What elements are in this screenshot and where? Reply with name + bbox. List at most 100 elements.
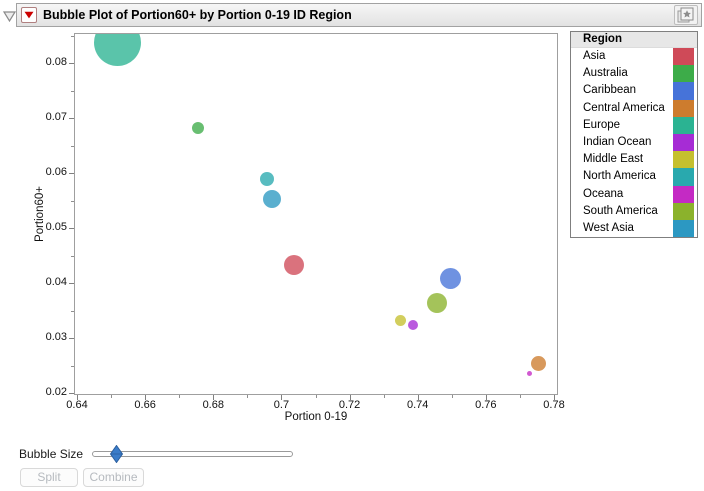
bubble-indian-ocean[interactable]: [408, 320, 419, 331]
x-axis-tick: [417, 395, 419, 400]
legend-item-australia[interactable]: Australia: [571, 65, 697, 83]
legend-item-europe[interactable]: Europe: [571, 116, 697, 134]
y-axis-tick: [69, 393, 74, 394]
x-axis-tick: [485, 395, 487, 400]
combine-button[interactable]: Combine: [83, 468, 144, 487]
legend-color-swatch: [673, 48, 694, 66]
y-axis-minor-tick: [71, 200, 74, 202]
x-axis-tick: [213, 395, 215, 400]
bubble-size-slider-track[interactable]: [92, 451, 293, 457]
layered-window-star-button[interactable]: [674, 5, 698, 25]
x-axis-minor-tick: [383, 395, 385, 398]
y-axis-tick: [69, 118, 74, 119]
legend-item-middle-east[interactable]: Middle East: [571, 151, 697, 169]
x-axis-minor-tick: [315, 395, 317, 398]
y-axis-tick-label: 0.05: [45, 221, 67, 233]
x-axis-minor-tick: [519, 395, 521, 398]
x-axis-minor-tick: [451, 395, 453, 398]
x-axis-tick-label: 0.7: [273, 399, 290, 411]
y-axis-tick-label: 0.08: [45, 56, 67, 68]
y-axis-tick-label: 0.04: [45, 276, 67, 288]
y-axis-tick: [69, 283, 74, 284]
x-axis-minor-tick: [179, 395, 181, 398]
y-axis-tick: [69, 63, 74, 64]
legend-color-swatch: [673, 202, 694, 220]
x-axis-tick-label: 0.72: [338, 399, 361, 411]
x-axis-tick: [554, 395, 555, 400]
plot-area: 0.64 0.66 0.68 0.7 0.72 0.74 0.76 0.78 0.02 0.03 0…: [46, 33, 565, 411]
y-axis-tick: [69, 338, 74, 339]
x-axis-tick-label: 0.76: [475, 399, 497, 411]
bubble-oceana[interactable]: [526, 370, 532, 376]
legend-item-central-america[interactable]: Central America: [571, 99, 697, 117]
x-axis-tick-label: 0.68: [202, 399, 224, 411]
legend: Region Asia Australia Caribbean Central Ame…: [570, 31, 698, 239]
legend-color-swatch: [673, 185, 694, 203]
y-axis-minor-tick: [71, 145, 74, 147]
legend-item-south-america[interactable]: South America: [571, 202, 697, 220]
bubble-asia[interactable]: [284, 255, 305, 276]
x-axis-tick: [145, 395, 147, 400]
y-axis-minor-tick: [71, 310, 74, 312]
y-axis-minor-tick: [71, 255, 74, 257]
legend-color-swatch: [673, 168, 694, 186]
disclosure-triangle-icon[interactable]: [2, 9, 17, 23]
y-axis-tick: [69, 228, 74, 229]
bubble-australia[interactable]: [191, 121, 204, 134]
legend-item-indian-ocean[interactable]: Indian Ocean: [571, 133, 697, 152]
y-axis-minor-tick: [71, 90, 74, 92]
y-axis-tick-label: 0.03: [45, 331, 67, 343]
bubble-europe[interactable]: [94, 34, 142, 67]
x-axis-minor-tick: [111, 395, 113, 398]
legend-item-label: Central America: [583, 101, 665, 114]
legend-header: Region: [571, 32, 697, 48]
legend-item-west-asia[interactable]: West Asia: [571, 219, 697, 238]
bubble-caribbean[interactable]: [440, 268, 462, 290]
legend-item-label: Caribbean: [583, 84, 637, 97]
y-axis-tick-label: 0.06: [45, 166, 67, 178]
legend-item-caribbean[interactable]: Caribbean: [571, 82, 697, 100]
report-title-bar: Bubble Plot of Portion60+ by Portion 0-1…: [16, 3, 702, 27]
split-button[interactable]: Split: [20, 468, 78, 487]
y-axis-title: Portion60+: [34, 186, 46, 242]
red-triangle-menu-button[interactable]: [21, 7, 37, 23]
x-axis-title: Portion 0-19: [284, 411, 348, 423]
x-axis-tick: [77, 395, 78, 400]
bubble-central-america[interactable]: [530, 355, 546, 371]
x-axis-tick-label: 0.78: [543, 399, 565, 411]
x-axis-tick: [349, 395, 351, 400]
y-axis-tick-label: 0.07: [45, 111, 67, 123]
legend-color-swatch: [673, 99, 694, 117]
bubble-middle-east[interactable]: [395, 315, 407, 327]
legend-color-swatch: [673, 219, 694, 238]
x-axis-minor-tick: [247, 395, 249, 398]
legend-item-label: Oceana: [583, 187, 624, 200]
y-axis-tick: [69, 173, 74, 174]
bubble-size-slider-thumb[interactable]: [109, 444, 124, 464]
legend-color-swatch: [673, 151, 694, 169]
legend-item-label: Indian Ocean: [583, 135, 652, 148]
x-axis-tick-label: 0.74: [406, 399, 429, 411]
legend-color-swatch: [673, 65, 694, 83]
legend-item-asia[interactable]: Asia: [571, 48, 697, 66]
bubble-north-america[interactable]: [260, 171, 275, 186]
y-axis-tick-label: 0.02: [45, 386, 67, 398]
legend-item-label: North America: [583, 170, 656, 183]
legend-item-label: West Asia: [583, 221, 634, 234]
legend-item-label: Europe: [583, 118, 621, 131]
bubble-west-asia[interactable]: [262, 190, 281, 209]
layered-window-star-icon: [677, 7, 694, 23]
x-axis-tick-label: 0.66: [134, 399, 156, 411]
legend-item-north-america[interactable]: North America: [571, 168, 697, 186]
legend-color-swatch: [673, 116, 694, 134]
x-axis-tick-label: 0.64: [66, 399, 88, 411]
legend-item-label: South America: [583, 204, 658, 217]
legend-color-swatch: [673, 133, 694, 152]
legend-item-oceana[interactable]: Oceana: [571, 185, 697, 203]
legend-color-swatch: [673, 82, 694, 100]
red-triangle-icon: [24, 11, 34, 19]
bubble-south-america[interactable]: [426, 292, 447, 313]
legend-item-label: Middle East: [583, 153, 644, 166]
bubble-size-label: Bubble Size: [19, 447, 84, 461]
